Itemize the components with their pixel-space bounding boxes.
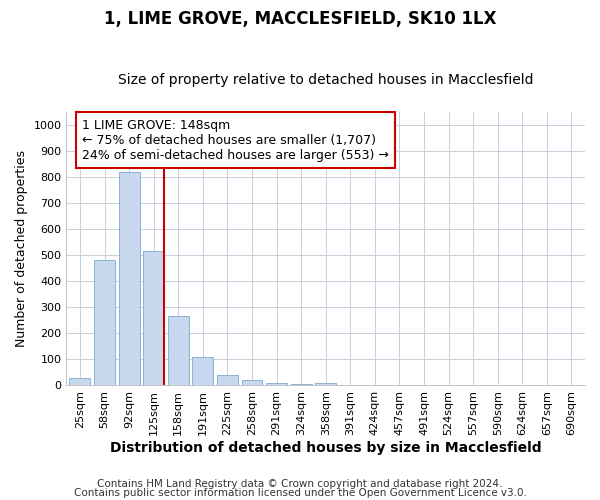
Text: Contains HM Land Registry data © Crown copyright and database right 2024.: Contains HM Land Registry data © Crown c…	[97, 479, 503, 489]
Y-axis label: Number of detached properties: Number of detached properties	[15, 150, 28, 347]
Bar	[217, 375, 238, 386]
X-axis label: Distribution of detached houses by size in Macclesfield: Distribution of detached houses by size …	[110, 441, 542, 455]
Bar	[193, 357, 213, 386]
Bar	[242, 380, 262, 386]
Text: Contains public sector information licensed under the Open Government Licence v3: Contains public sector information licen…	[74, 488, 526, 498]
Text: 1, LIME GROVE, MACCLESFIELD, SK10 1LX: 1, LIME GROVE, MACCLESFIELD, SK10 1LX	[104, 10, 496, 28]
Bar	[168, 316, 188, 386]
Bar	[266, 383, 287, 386]
Bar	[70, 378, 91, 386]
Title: Size of property relative to detached houses in Macclesfield: Size of property relative to detached ho…	[118, 73, 533, 87]
Bar	[290, 384, 311, 386]
Bar	[94, 260, 115, 386]
Bar	[315, 384, 336, 386]
Bar	[143, 251, 164, 386]
Text: 1 LIME GROVE: 148sqm
← 75% of detached houses are smaller (1,707)
24% of semi-de: 1 LIME GROVE: 148sqm ← 75% of detached h…	[82, 118, 389, 162]
Bar	[119, 172, 140, 386]
